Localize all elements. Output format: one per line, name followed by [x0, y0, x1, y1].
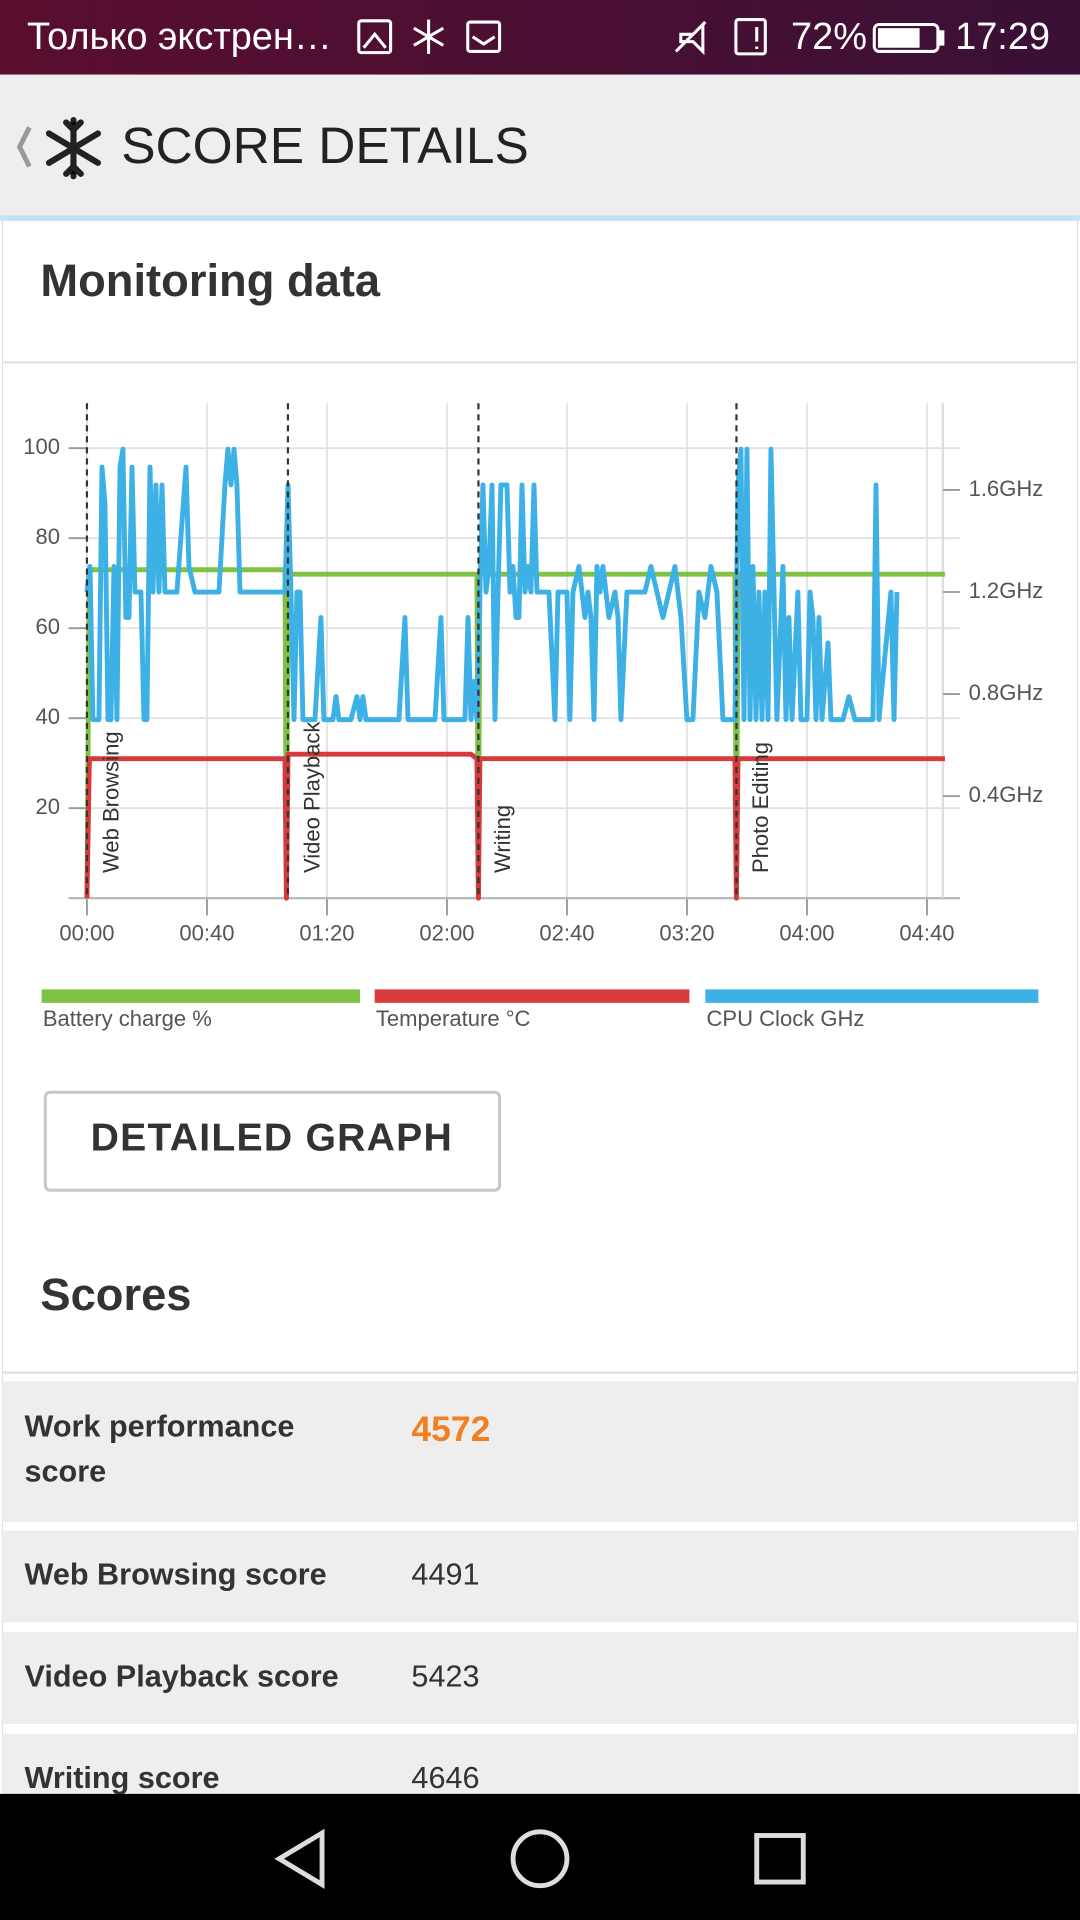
- score-row: [2, 1632, 1078, 1725]
- phase-label: Photo Editing: [748, 742, 773, 873]
- x-tick-label: 03:20: [659, 921, 714, 946]
- legend-swatch: [374, 989, 690, 1003]
- x-tick-label: 04:00: [779, 921, 834, 946]
- series-line: [84, 751, 945, 901]
- legend-label: Battery charge %: [43, 1006, 212, 1031]
- divider: [2, 1371, 1078, 1374]
- status-icons: [357, 18, 945, 56]
- app-icon: [45, 116, 102, 180]
- score-row: [2, 1530, 1078, 1623]
- legend-label: Temperature °C: [376, 1006, 531, 1031]
- phase-label: Web Browsing: [98, 731, 123, 873]
- x-tick-label: 02:00: [419, 921, 474, 946]
- app-bar: [0, 74, 1080, 217]
- score-label: Web Browsing score: [24, 1558, 326, 1592]
- nav-home[interactable]: [510, 1829, 570, 1889]
- score-value: 4572: [411, 1409, 490, 1449]
- score-label: Writing score: [24, 1761, 219, 1795]
- nav-recents[interactable]: [754, 1833, 806, 1885]
- app-title: SCORE DETAILS: [121, 116, 529, 174]
- phase-label: Video Playback: [299, 721, 324, 873]
- nav-back[interactable]: [274, 1828, 325, 1889]
- y2-tick-label: 0.8GHz: [969, 680, 1044, 705]
- score-label: Video Playback score: [24, 1659, 338, 1693]
- legend-swatch: [41, 989, 360, 1003]
- button-label: DETAILED GRAPH: [91, 1116, 453, 1159]
- navigation-bar: [0, 1793, 1080, 1920]
- y-tick-label: 60: [35, 614, 60, 639]
- chart: 20 40 60 80 100 00:00 00:40 01:20 02:00 02:40 03:2…: [23, 403, 1043, 946]
- y-tick-label: 40: [35, 704, 60, 729]
- y2-tick-label: 1.2GHz: [969, 578, 1044, 603]
- y-tick-label: 100: [23, 434, 60, 459]
- phase-label: Writing: [490, 805, 515, 873]
- score-label: Work performance score: [24, 1409, 294, 1488]
- detailed-graph-button[interactable]: [43, 1090, 502, 1192]
- x-tick-label: 00:40: [179, 921, 234, 946]
- score-value: 5423: [411, 1659, 479, 1693]
- section-title: Scores: [40, 1269, 191, 1320]
- divider: [2, 361, 1078, 364]
- scores-table: Work performance score 4572 Web Browsing sc…: [2, 1381, 1078, 1826]
- score-value: 4646: [411, 1761, 479, 1795]
- battery-text: 72%: [791, 16, 867, 58]
- x-tick-label: 04:40: [899, 921, 954, 946]
- back-button[interactable]: [16, 126, 32, 168]
- section-title: Monitoring data: [40, 255, 380, 306]
- x-tick-label: 00:00: [59, 921, 114, 946]
- battery-level: [877, 28, 920, 48]
- x-tick-label: 02:40: [539, 921, 594, 946]
- legend-label: CPU Clock GHz: [707, 1006, 865, 1031]
- series-line: [84, 446, 900, 723]
- x-tick-label: 01:20: [299, 921, 354, 946]
- legend: Battery charge % Temperature °C CPU Clock …: [41, 989, 1039, 1031]
- score-row: [2, 1381, 1078, 1523]
- app-bar-divider: [0, 215, 1080, 221]
- y2-tick-label: 0.4GHz: [969, 782, 1044, 807]
- y2-tick-label: 1.6GHz: [969, 476, 1044, 501]
- notification-text: Только экстрен…: [27, 16, 332, 58]
- clock: 17:29: [955, 16, 1050, 58]
- legend-swatch: [705, 989, 1039, 1003]
- y-tick-label: 80: [35, 524, 60, 549]
- score-value: 4491: [411, 1558, 479, 1592]
- y-tick-label: 20: [35, 794, 60, 819]
